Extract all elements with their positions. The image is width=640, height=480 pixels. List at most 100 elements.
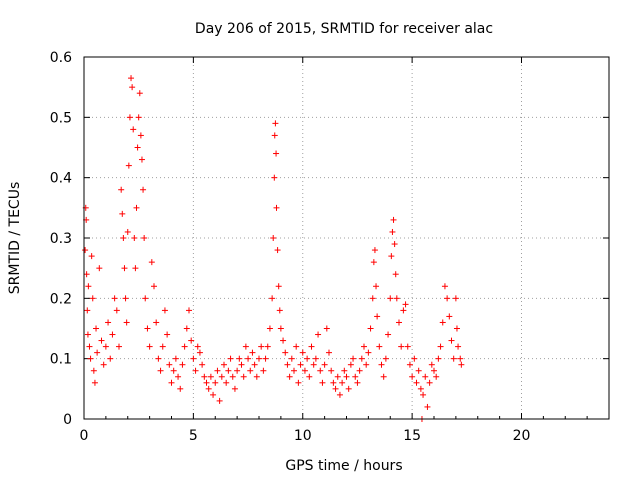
- data-point: [356, 367, 363, 374]
- data-point: [317, 367, 324, 374]
- data-point: [85, 283, 92, 290]
- data-point: [422, 373, 429, 380]
- data-point: [161, 307, 168, 314]
- data-point: [151, 283, 157, 290]
- data-point: [369, 295, 376, 302]
- data-point: [199, 361, 206, 368]
- data-point: [389, 228, 396, 235]
- data-point: [142, 295, 149, 302]
- data-point: [361, 343, 367, 350]
- data-point: [177, 385, 184, 392]
- data-point: [212, 379, 219, 386]
- data-point: [119, 210, 126, 217]
- data-point: [367, 325, 374, 332]
- data-point: [109, 331, 116, 338]
- x-tick-label: 20: [513, 428, 531, 444]
- data-point: [172, 355, 179, 362]
- data-point: [231, 385, 238, 392]
- data-point: [186, 307, 192, 314]
- data-point: [118, 186, 125, 193]
- data-point: [428, 361, 435, 368]
- data-point: [183, 325, 190, 332]
- data-point: [415, 367, 422, 374]
- data-point: [157, 367, 164, 374]
- axis-ticks: 0 5 10 15 20 0 0.1 0.2 0.3 0.4 0.5 0.6: [50, 50, 610, 444]
- data-point: [339, 379, 346, 386]
- data-point: [347, 361, 354, 368]
- data-point: [113, 307, 120, 314]
- data-point: [306, 373, 313, 380]
- data-point: [441, 283, 448, 290]
- y-tick-label: 0.2: [50, 291, 72, 307]
- data-point: [406, 361, 413, 368]
- data-point: [424, 403, 431, 410]
- x-tick-label: 10: [294, 428, 312, 444]
- data-point: [225, 367, 232, 374]
- data-point: [341, 367, 348, 374]
- data-point: [229, 373, 236, 380]
- data-point: [262, 355, 269, 362]
- data-points: [82, 75, 465, 422]
- data-point: [400, 307, 407, 314]
- data-point: [453, 325, 460, 332]
- data-point: [131, 235, 138, 241]
- data-point: [201, 373, 208, 380]
- data-point: [121, 265, 128, 272]
- data-point: [269, 295, 276, 302]
- data-point: [181, 343, 188, 350]
- data-point: [137, 132, 144, 139]
- data-point: [271, 174, 278, 181]
- data-point: [391, 241, 398, 248]
- data-point: [345, 385, 352, 392]
- data-point: [146, 343, 153, 350]
- data-point: [326, 349, 332, 356]
- x-tick-label: 15: [403, 428, 421, 444]
- y-tick-label: 0.1: [50, 352, 72, 368]
- data-point: [216, 397, 223, 404]
- data-point: [194, 343, 201, 350]
- data-point: [130, 126, 137, 133]
- y-axis-label: SRMTID / TECUs: [7, 182, 23, 295]
- data-point: [352, 373, 359, 380]
- data-point: [295, 379, 302, 386]
- data-point: [299, 349, 306, 356]
- data-point: [264, 343, 271, 350]
- data-point: [334, 373, 341, 380]
- data-point: [398, 343, 405, 350]
- data-point: [136, 90, 143, 97]
- data-point: [270, 235, 277, 241]
- data-point: [260, 367, 267, 374]
- data-point: [373, 283, 380, 290]
- data-point: [376, 343, 383, 350]
- data-point: [402, 301, 409, 308]
- data-point: [93, 325, 100, 332]
- data-point: [387, 295, 394, 302]
- data-point: [210, 391, 217, 398]
- data-point: [207, 373, 214, 380]
- data-point: [105, 319, 112, 326]
- data-point: [358, 355, 365, 362]
- data-point: [291, 367, 297, 374]
- data-point: [196, 349, 203, 356]
- data-point: [155, 355, 162, 362]
- data-point: [450, 355, 457, 362]
- data-point: [321, 361, 328, 368]
- y-tick-label: 0: [63, 412, 72, 428]
- data-point: [192, 367, 199, 374]
- data-point: [411, 355, 418, 362]
- data-point: [363, 361, 370, 368]
- data-point: [144, 325, 151, 332]
- data-point: [417, 385, 424, 392]
- data-point: [385, 331, 392, 338]
- data-point: [274, 247, 281, 254]
- data-point: [370, 259, 377, 266]
- data-point: [134, 144, 141, 151]
- data-point: [437, 343, 444, 350]
- x-tick-label: 5: [189, 428, 198, 444]
- data-point: [125, 162, 132, 169]
- data-point: [128, 75, 135, 82]
- data-point: [388, 253, 395, 260]
- data-point: [87, 355, 94, 362]
- data-point: [138, 156, 145, 163]
- data-point: [439, 319, 446, 326]
